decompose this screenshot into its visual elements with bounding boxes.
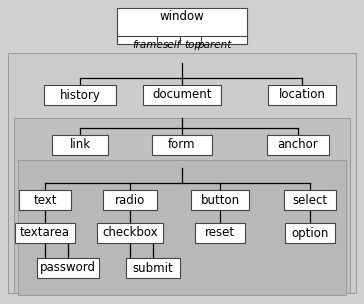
Bar <box>126 258 180 278</box>
Text: form: form <box>168 139 196 151</box>
Bar <box>143 85 221 105</box>
Bar <box>285 223 335 243</box>
Bar <box>152 135 212 155</box>
Text: document: document <box>152 88 212 102</box>
Text: textarea: textarea <box>20 226 70 240</box>
Text: self: self <box>163 40 181 50</box>
Text: radio: radio <box>115 194 145 206</box>
Bar <box>15 223 75 243</box>
Text: select: select <box>292 194 328 206</box>
Bar <box>284 190 336 210</box>
Text: top: top <box>185 40 202 50</box>
Text: text: text <box>33 194 57 206</box>
Bar <box>268 85 336 105</box>
Text: button: button <box>201 194 240 206</box>
Bar <box>44 85 116 105</box>
Bar <box>195 223 245 243</box>
Bar <box>8 53 356 293</box>
Bar <box>267 135 329 155</box>
Bar <box>103 190 157 210</box>
Text: password: password <box>40 261 96 275</box>
Text: submit: submit <box>132 261 173 275</box>
Text: reset: reset <box>205 226 235 240</box>
Bar <box>52 135 108 155</box>
Text: history: history <box>60 88 100 102</box>
Text: option: option <box>291 226 329 240</box>
Text: checkbox: checkbox <box>102 226 158 240</box>
Text: parent: parent <box>197 40 231 50</box>
Bar <box>97 223 163 243</box>
Text: anchor: anchor <box>278 139 318 151</box>
Text: frame: frame <box>132 40 163 50</box>
Bar <box>14 118 350 293</box>
Text: window: window <box>160 11 204 23</box>
Bar <box>19 190 71 210</box>
Bar <box>191 190 249 210</box>
Text: link: link <box>70 139 91 151</box>
Bar <box>117 8 247 44</box>
Bar <box>18 160 346 295</box>
Bar <box>37 258 99 278</box>
Text: location: location <box>278 88 325 102</box>
